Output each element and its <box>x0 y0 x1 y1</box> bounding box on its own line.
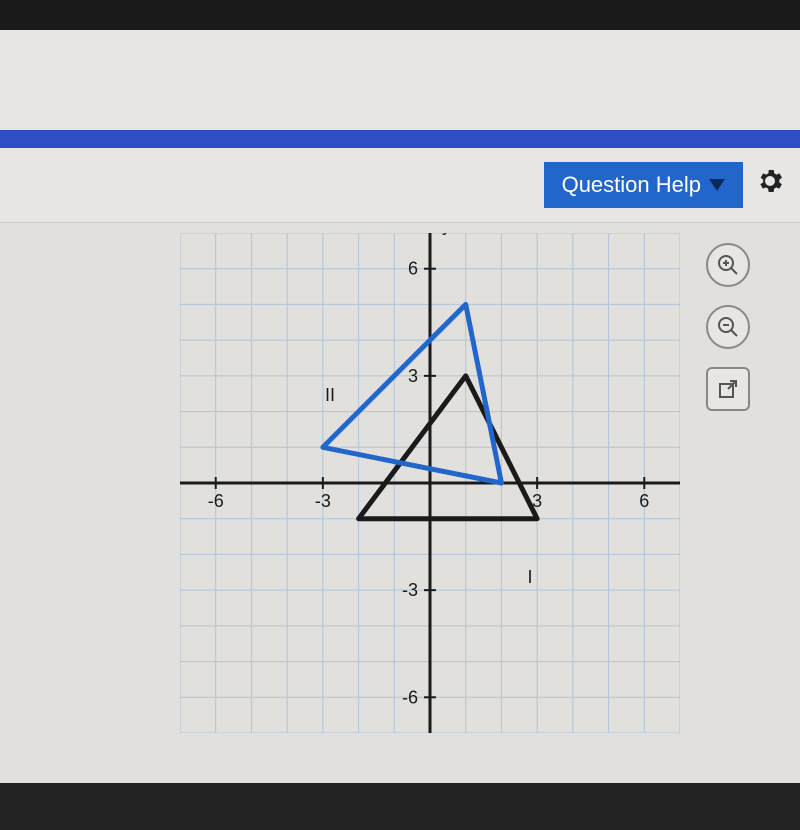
svg-text:-3: -3 <box>402 580 418 600</box>
svg-text:-3: -3 <box>315 491 331 511</box>
popout-button[interactable] <box>706 367 750 411</box>
svg-text:-6: -6 <box>402 687 418 707</box>
svg-text:6: 6 <box>408 259 418 279</box>
settings-button[interactable] <box>755 166 785 204</box>
help-button-label: Question Help <box>562 172 701 198</box>
gear-icon <box>755 170 785 203</box>
chevron-down-icon <box>709 179 725 191</box>
svg-text:I: I <box>527 567 532 587</box>
blue-separator <box>0 130 800 148</box>
toolbar: Question Help <box>0 148 800 223</box>
svg-text:3: 3 <box>408 366 418 386</box>
zoom-out-button[interactable] <box>706 305 750 349</box>
svg-text:6: 6 <box>639 491 649 511</box>
screen-frame: Question Help <box>0 30 800 830</box>
top-whitespace <box>0 30 800 130</box>
zoom-in-button[interactable] <box>706 243 750 287</box>
svg-text:y: y <box>442 233 451 235</box>
svg-text:II: II <box>325 385 335 405</box>
zoom-out-icon <box>716 315 740 339</box>
popout-icon <box>716 377 740 401</box>
content-area: -6-336-6-336xyIII <box>0 223 800 783</box>
zoom-in-icon <box>716 253 740 277</box>
question-help-button[interactable]: Question Help <box>544 162 743 208</box>
svg-text:-6: -6 <box>208 491 224 511</box>
coordinate-graph: -6-336-6-336xyIII <box>180 233 680 733</box>
side-icon-bar <box>706 243 750 411</box>
